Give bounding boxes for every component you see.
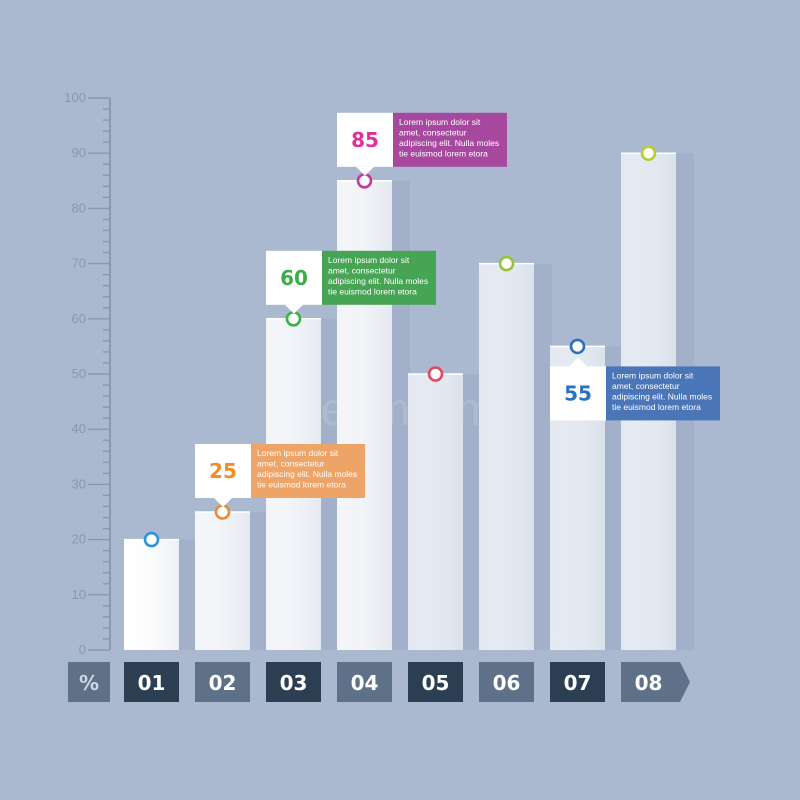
bar-05: [408, 366, 481, 650]
bar-06: [479, 255, 552, 650]
callout-text-line: adipiscing elit. Nulla moles: [257, 469, 357, 479]
callout-text-line: amet, consectetur: [328, 265, 396, 275]
callout-number-box: [266, 250, 322, 305]
callout-pointer: [214, 498, 232, 507]
callout-text-line: amet, consectetur: [612, 381, 680, 391]
y-tick-label: 10: [72, 587, 86, 602]
bar-marker: [498, 255, 515, 272]
category-label-box: [621, 662, 690, 702]
callout-text-line: Lorem ipsum dolor sit: [612, 370, 694, 380]
category-label-box: [266, 662, 321, 702]
bar-marker: [214, 504, 231, 520]
bar-shade: [408, 374, 463, 650]
callout-text-box: [606, 366, 720, 421]
bar-04: [337, 173, 410, 651]
callout-value: 60: [280, 266, 308, 290]
bar-shade: [124, 539, 179, 650]
category-label-text: 06: [493, 671, 521, 695]
y-tick-label: 70: [72, 256, 86, 271]
bar-marker: [640, 145, 657, 161]
bar-marker: [427, 366, 444, 382]
category-labels: % 01 02 03 04 05 06 07 08: [68, 662, 690, 702]
bar-shade: [195, 512, 250, 650]
bar-marker: [356, 173, 373, 189]
callout-text-box: [322, 250, 436, 305]
bar-marker: [285, 310, 302, 327]
callout-number-box: [550, 366, 606, 421]
unit-label-box: [68, 662, 110, 702]
y-tick-label: 40: [72, 421, 86, 436]
y-tick-label: 30: [72, 476, 86, 491]
callout-text-line: tie euismod lorem etora: [399, 148, 488, 158]
category-label-02: 02: [195, 662, 250, 702]
category-label-text: 05: [422, 671, 450, 695]
category-label-box: [408, 662, 463, 702]
y-tick-label: 60: [72, 311, 86, 326]
callout-number-box: [337, 112, 393, 167]
category-label-text: 08: [635, 671, 663, 695]
y-tick-label: 90: [72, 145, 86, 160]
callout-text-line: tie euismod lorem etora: [257, 480, 346, 490]
bar-01: [124, 531, 197, 650]
bar-shadow: [250, 512, 268, 650]
callout-text-line: amet, consectetur: [399, 127, 467, 137]
category-label-box: [195, 662, 250, 702]
bar-shadow: [179, 539, 197, 650]
category-label-text: 01: [138, 671, 166, 695]
callout-value: 85: [351, 128, 379, 152]
bar-shadow: [534, 263, 552, 650]
bar-marker: [569, 338, 586, 355]
callout-text-line: tie euismod lorem etora: [328, 286, 417, 296]
callout-value: 25: [209, 459, 237, 483]
category-label-05: 05: [408, 662, 463, 702]
callout-text-line: adipiscing elit. Nulla moles: [612, 391, 712, 401]
category-label-08: 08: [621, 662, 690, 702]
callout-pointer: [356, 166, 374, 176]
y-tick-label: 0: [79, 642, 86, 657]
y-axis: 0 10 20 30 40 50 60 70 80 90 100: [64, 90, 111, 657]
category-label-03: 03: [266, 662, 321, 702]
callout-text-line: Lorem ipsum dolor sit: [328, 255, 410, 265]
category-label-box: [124, 662, 179, 702]
bar-shadow: [605, 346, 623, 650]
category-label-box: [479, 662, 534, 702]
callout-text-line: Lorem ipsum dolor sit: [399, 117, 481, 127]
y-tick-label: 100: [64, 90, 86, 105]
callout-text-box: [251, 444, 365, 498]
bar-shade: [479, 263, 534, 650]
callout-value: 55: [564, 381, 592, 405]
callout-text-line: tie euismod lorem etora: [612, 402, 701, 412]
callout-text-line: amet, consectetur: [257, 459, 325, 469]
category-label-box: [337, 662, 392, 702]
y-tick-label: 20: [72, 532, 86, 547]
callout-text-box: [393, 112, 507, 167]
callout-text-line: Lorem ipsum dolor sit: [257, 448, 339, 458]
bar-marker: [143, 531, 160, 548]
y-tick-label: 50: [72, 366, 86, 381]
bar-02: [195, 504, 268, 650]
category-label-text: 07: [564, 671, 592, 695]
y-tick-label: 80: [72, 200, 86, 215]
callout-text-line: adipiscing elit. Nulla moles: [328, 276, 428, 286]
category-label-06: 06: [479, 662, 534, 702]
category-label-01: 01: [124, 662, 179, 702]
callout-text-line: adipiscing elit. Nulla moles: [399, 138, 499, 148]
bar-shadow: [463, 374, 481, 650]
callout-pointer: [569, 357, 587, 367]
callout-pointer: [285, 304, 303, 314]
category-label-text: 03: [280, 671, 308, 695]
unit-label: %: [79, 671, 99, 695]
category-label-box: [550, 662, 605, 702]
callout-number-box: [195, 444, 251, 498]
category-label-04: 04: [337, 662, 392, 702]
category-label-text: 04: [351, 671, 379, 695]
category-label-07: 07: [550, 662, 605, 702]
category-label-text: 02: [209, 671, 237, 695]
